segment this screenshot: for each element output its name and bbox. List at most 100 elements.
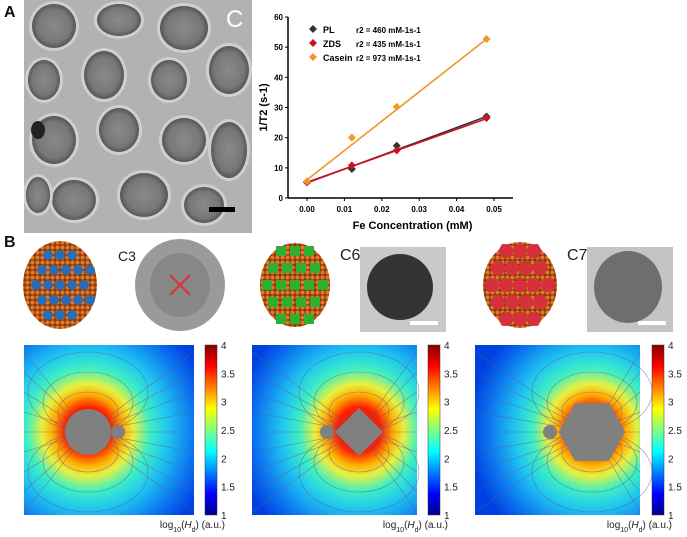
satellite-particle bbox=[67, 310, 77, 320]
colorbar-label-part: d bbox=[192, 527, 196, 534]
satellite-particle bbox=[518, 295, 534, 309]
satellite-particle bbox=[498, 278, 514, 292]
colorbar-tick-label: 4 bbox=[221, 341, 227, 352]
x-tick-label: 0.03 bbox=[411, 205, 427, 214]
colorbar-tick-label: 3 bbox=[221, 398, 227, 409]
colorbar-label-part: 10 bbox=[620, 527, 628, 534]
x-tick-label: 0.00 bbox=[299, 205, 315, 214]
colorbar-tick-label: 1 bbox=[668, 511, 674, 522]
colorbar-label-part: 10 bbox=[396, 527, 404, 534]
nanoparticle bbox=[211, 122, 247, 178]
satellite-particle bbox=[31, 280, 41, 290]
y-tick-label: 20 bbox=[274, 134, 283, 143]
satellite-particle bbox=[37, 265, 47, 275]
colorbar-tick-label: 2 bbox=[444, 454, 450, 465]
field-line bbox=[251, 431, 360, 513]
colorbar-label-part: d bbox=[639, 527, 643, 534]
x-tick-label: 0.04 bbox=[449, 205, 465, 214]
satellite-particle bbox=[268, 297, 278, 307]
satellite-particle bbox=[526, 244, 542, 258]
colorbar-label: log10(Hd) (a.u.) bbox=[160, 520, 225, 534]
satellite-particle bbox=[512, 244, 528, 258]
nanoparticle bbox=[97, 4, 141, 36]
satellite-particle bbox=[43, 280, 53, 290]
small-particle bbox=[111, 425, 125, 439]
y-tick-label: 30 bbox=[274, 104, 283, 113]
data-point-casein bbox=[392, 102, 401, 111]
colorbar-tick-label: 1.5 bbox=[221, 483, 235, 494]
satellite-particle bbox=[55, 280, 65, 290]
model-label-c7: C7 bbox=[567, 247, 588, 264]
nanocluster-models bbox=[23, 239, 673, 332]
y-tick-label: 50 bbox=[274, 43, 283, 52]
satellite-particle bbox=[526, 278, 542, 292]
nanoparticle bbox=[209, 46, 249, 94]
satellite-particle bbox=[304, 246, 314, 256]
satellite-particle bbox=[296, 263, 306, 273]
small-particle bbox=[320, 425, 334, 439]
x-tick-label: 0.01 bbox=[337, 205, 353, 214]
data-point-casein bbox=[347, 133, 356, 142]
colorbar-label-part: 10 bbox=[173, 527, 181, 534]
field-line bbox=[251, 391, 360, 433]
satellite-particle bbox=[276, 314, 286, 324]
satellite-particle bbox=[79, 280, 89, 290]
satellite-particle bbox=[282, 297, 292, 307]
colorbar-tick-label: 2 bbox=[221, 454, 227, 465]
satellite-particle bbox=[282, 263, 292, 273]
colorbar-label-part: H bbox=[631, 520, 639, 531]
satellite-particle bbox=[484, 278, 500, 292]
colorbar-label: log10(Hd) (a.u.) bbox=[383, 520, 448, 534]
legend-r2: r2 = 435 mM-1s-1 bbox=[356, 40, 421, 49]
satellite-particle bbox=[526, 312, 542, 326]
colorbar-tick-label: 3.5 bbox=[444, 369, 458, 380]
small-particle bbox=[543, 425, 557, 439]
legend-marker-pl bbox=[309, 25, 317, 33]
data-point-zds bbox=[392, 146, 401, 155]
satellite-particle bbox=[498, 312, 514, 326]
tem-c3-annotation bbox=[169, 274, 191, 296]
colorbar bbox=[651, 344, 665, 516]
field-line bbox=[251, 431, 360, 493]
tem-image-label: C bbox=[226, 6, 244, 33]
satellite-particle bbox=[310, 263, 320, 273]
colorbar-tick-label: 1.5 bbox=[444, 483, 458, 494]
colorbar-tick-label: 2.5 bbox=[221, 426, 235, 437]
tem-image bbox=[24, 0, 252, 233]
satellite-particle bbox=[290, 280, 300, 290]
satellite-particle bbox=[290, 246, 300, 256]
satellite-particle bbox=[540, 278, 556, 292]
nanoparticle bbox=[160, 6, 208, 50]
colorbar-tick-label: 3 bbox=[668, 398, 674, 409]
colorbar-label-part: ( bbox=[404, 520, 408, 531]
legend-r2: r2 = 973 mM-1s-1 bbox=[356, 54, 421, 63]
large-particle-hexagon bbox=[559, 403, 625, 461]
satellite-particle bbox=[290, 314, 300, 324]
colorbar-label: log10(Hd) (a.u.) bbox=[607, 520, 672, 534]
y-tick-label: 0 bbox=[279, 194, 284, 203]
nanoparticle bbox=[26, 177, 50, 213]
satellite-particle bbox=[49, 295, 59, 305]
satellite-particle bbox=[296, 297, 306, 307]
colorbar-tick-label: 2.5 bbox=[668, 426, 682, 437]
satellite-particle bbox=[85, 265, 95, 275]
large-particle-diamond bbox=[335, 408, 383, 456]
x-axis-label: Fe Concentration (mM) bbox=[353, 220, 473, 232]
colorbar-label-part: ) (a.u.) bbox=[643, 520, 672, 531]
satellite-particle bbox=[67, 280, 77, 290]
legend-marker-zds bbox=[309, 39, 317, 47]
nanoparticle bbox=[84, 51, 124, 99]
colorbar-label-part: ( bbox=[181, 520, 185, 531]
satellite-particle bbox=[304, 314, 314, 324]
satellite-particle bbox=[310, 297, 320, 307]
satellite-particle bbox=[498, 244, 514, 258]
colorbar-tick-label: 3.5 bbox=[668, 369, 682, 380]
y-tick-label: 60 bbox=[274, 13, 283, 22]
satellite-particle bbox=[43, 310, 53, 320]
satellite-particle bbox=[61, 265, 71, 275]
legend-name: ZDS bbox=[323, 39, 341, 49]
legend-marker-casein bbox=[309, 53, 317, 61]
satellite-particle bbox=[504, 261, 520, 275]
field-line bbox=[251, 431, 360, 473]
